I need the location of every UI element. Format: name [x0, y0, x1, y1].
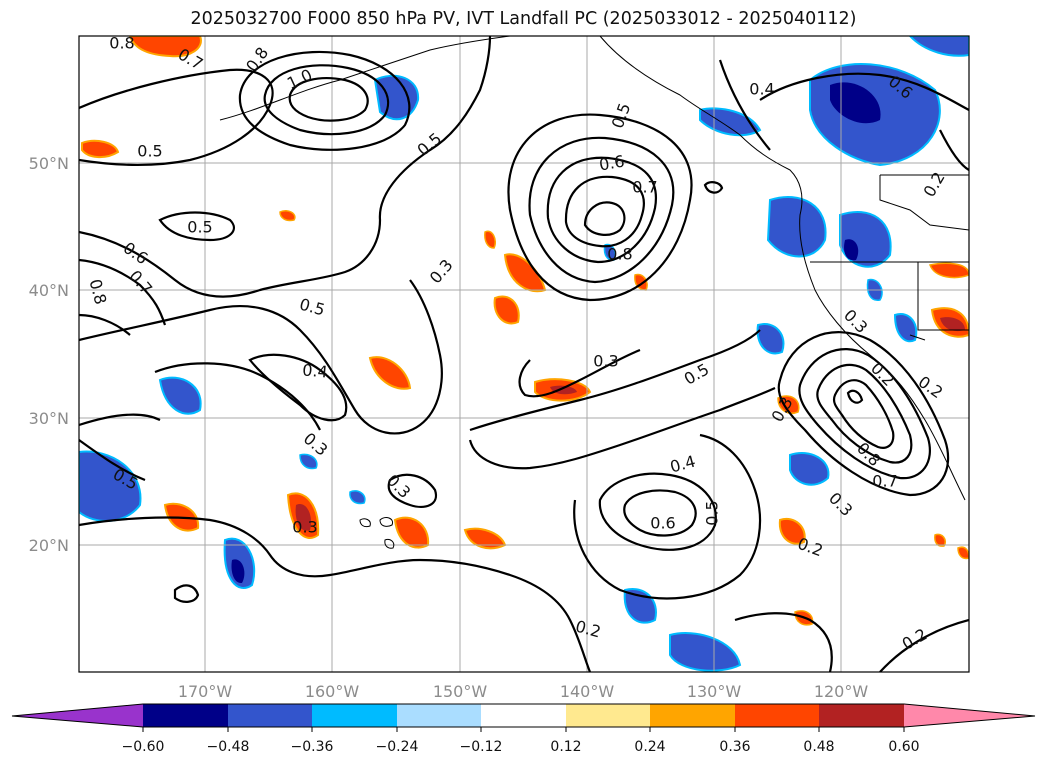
contour-label: 0.3: [593, 352, 618, 371]
colorbar: −0.60 −0.48 −0.36 −0.24 −0.12 0.12 0.24 …: [11, 703, 1036, 755]
contour-label: 0.8: [607, 245, 632, 264]
lat-label: 30°N: [29, 409, 69, 428]
lon-label: 140°W: [560, 682, 615, 701]
colorbar-segment: [228, 704, 312, 727]
colorbar-extend-low: [12, 704, 143, 727]
colorbar-tick-label: 0.36: [719, 739, 750, 755]
colorbar-segment: [566, 704, 650, 727]
map-frame: [78, 35, 970, 673]
contour-label: 0.8: [109, 34, 134, 53]
colorbar-segment: [143, 704, 228, 727]
contour-label: 0.3: [292, 518, 317, 537]
lat-label: 50°N: [29, 154, 69, 173]
pv-contours: [79, 36, 969, 672]
colorbar-tick-label: 0.60: [888, 739, 919, 755]
colorbar-extend-high: [904, 704, 1035, 727]
colorbar-tick-label: 0.48: [803, 739, 834, 755]
colorbar-ticks: [142, 727, 905, 732]
contour-label: 0.5: [187, 218, 212, 237]
colorbar-tick-label: 0.24: [634, 739, 665, 755]
contour-label: 0.6: [598, 151, 626, 174]
colorbar-tick-label: 0.12: [550, 739, 581, 755]
lon-label: 130°W: [687, 682, 742, 701]
colorbar-tick-label: −0.36: [291, 739, 334, 755]
colorbar-tick-label: −0.24: [376, 739, 419, 755]
colorbar-segment: [819, 704, 904, 727]
latitude-labels: 50°N 40°N 30°N 20°N: [29, 154, 69, 555]
map-title: 2025032700 F000 850 hPa PV, IVT Landfall…: [190, 9, 857, 29]
lon-label: 150°W: [433, 682, 488, 701]
colorbar-tick-label: −0.12: [460, 739, 503, 755]
lat-label: 20°N: [29, 536, 69, 555]
contour-label: 0.4: [749, 80, 774, 99]
colorbar-segment: [312, 704, 397, 727]
colorbar-segment: [735, 704, 819, 727]
colorbar-tick-label: −0.60: [122, 739, 165, 755]
lon-label: 120°W: [814, 682, 869, 701]
lon-label: 170°W: [178, 682, 233, 701]
contour-label: 0.5: [703, 500, 722, 525]
contour-label: 0.4: [302, 360, 329, 381]
coastlines: [219, 36, 969, 549]
longitude-labels: 170°W 160°W 150°W 140°W 130°W 120°W: [178, 682, 869, 701]
pv-shading: [79, 36, 969, 672]
gridlines: [79, 36, 969, 672]
colorbar-segment: [481, 704, 566, 727]
colorbar-segment: [650, 704, 735, 727]
contour-label: 0.5: [137, 142, 162, 161]
lon-label: 160°W: [305, 682, 360, 701]
colorbar-tick-label: −0.48: [207, 739, 250, 755]
contour-label: 0.7: [872, 472, 897, 491]
colorbar-segment: [397, 704, 481, 727]
contour-label: 0.7: [632, 178, 657, 197]
lat-label: 40°N: [29, 281, 69, 300]
contour-label: 0.6: [650, 514, 675, 533]
